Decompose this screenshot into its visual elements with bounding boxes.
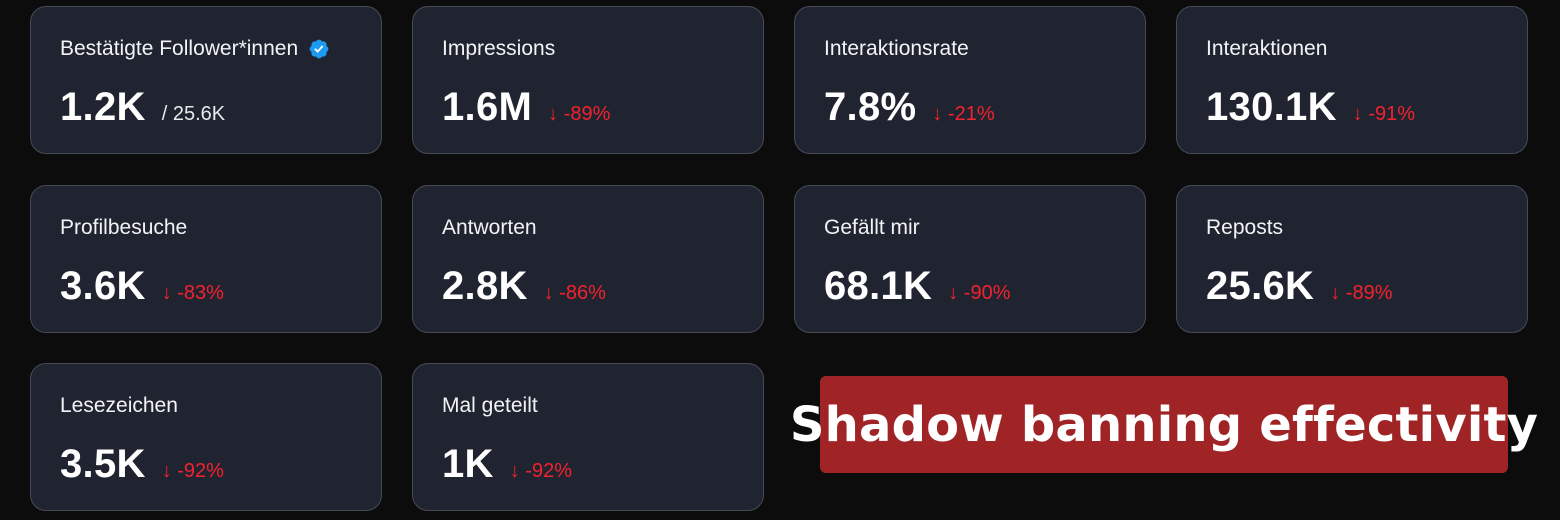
metric-card-reposts[interactable]: Reposts 25.6K ↓ -89% [1176,185,1528,333]
metric-value-row: 3.6K ↓ -83% [60,264,224,309]
metric-delta: ↓ -89% [548,103,611,125]
metric-card-bookmarks[interactable]: Lesezeichen 3.5K ↓ -92% [30,363,382,511]
metric-card-interaction-rate[interactable]: Interaktionsrate 7.8% ↓ -21% [794,6,1146,154]
metric-value-row: 3.5K ↓ -92% [60,442,224,487]
metric-value-row: 68.1K ↓ -90% [824,264,1011,309]
metric-value-row: 7.8% ↓ -21% [824,85,995,130]
metric-card-likes[interactable]: Gefällt mir 68.1K ↓ -90% [794,185,1146,333]
metric-delta: ↓ -91% [1352,103,1416,125]
metric-value: 7.8% [824,85,917,129]
metric-delta: ↓ -90% [948,282,1011,304]
metric-label: Interaktionsrate [824,37,969,60]
metric-label: Interaktionen [1206,37,1328,60]
metric-card-interactions[interactable]: Interaktionen 130.1K ↓ -91% [1176,6,1528,154]
metric-value: 1.6M [442,85,533,129]
metric-value: 3.6K [60,264,146,308]
banner-text: Shadow banning effectivity [789,396,1539,453]
metric-label-text: Bestätigte Follower*innen [60,37,299,60]
metric-label: Antworten [442,216,537,239]
metric-delta: ↓ -92% [509,460,572,482]
metric-value-row: 130.1K ↓ -91% [1206,85,1415,130]
overlay-banner: Shadow banning effectivity [790,376,1538,473]
metric-label: Gefällt mir [824,216,920,239]
metric-delta: ↓ -86% [543,282,606,304]
metric-card-impressions[interactable]: Impressions 1.6M ↓ -89% [412,6,764,154]
metric-delta: ↓ -21% [932,103,995,125]
metric-label: Bestätigte Follower*innen [60,37,330,61]
metric-label: Profilbesuche [60,216,188,239]
metric-value: 25.6K [1206,264,1315,308]
metric-label: Reposts [1206,216,1284,239]
metric-value: 130.1K [1206,85,1337,129]
metric-card-verified-followers[interactable]: Bestätigte Follower*innen 1.2K / 25.6K [30,6,382,154]
metric-value-row: 1K ↓ -92% [442,442,572,487]
metric-value-row: 25.6K ↓ -89% [1206,264,1393,309]
metric-card-shares[interactable]: Mal geteilt 1K ↓ -92% [412,363,764,511]
metric-label: Lesezeichen [60,394,178,417]
metric-card-profile-visits[interactable]: Profilbesuche 3.6K ↓ -83% [30,185,382,333]
metric-card-replies[interactable]: Antworten 2.8K ↓ -86% [412,185,764,333]
metric-value-row: 1.6M ↓ -89% [442,85,610,130]
metric-value: 3.5K [60,442,146,486]
metric-value: 2.8K [442,264,528,308]
metric-total: / 25.6K [161,103,226,125]
metric-value: 1K [442,442,494,486]
metric-value-row: 1.2K / 25.6K [60,85,225,130]
verified-badge-icon [309,39,329,59]
metric-delta: ↓ -89% [1330,282,1393,304]
metric-delta: ↓ -92% [161,460,224,482]
metric-label: Impressions [442,37,556,60]
metric-value: 1.2K [60,85,146,129]
metric-value-row: 2.8K ↓ -86% [442,264,606,309]
metric-value: 68.1K [824,264,933,308]
metric-delta: ↓ -83% [161,282,224,304]
metric-label: Mal geteilt [442,394,538,417]
